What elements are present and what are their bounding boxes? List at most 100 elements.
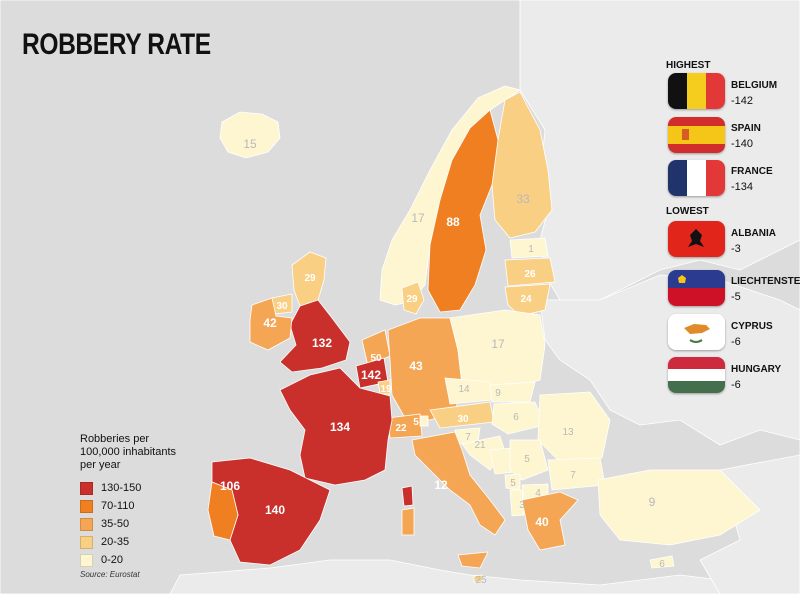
portugal-shape (207, 481, 239, 541)
malta-value: 25 (475, 575, 487, 586)
hungary-flag-icon (668, 357, 725, 393)
latvia-value: 26 (524, 269, 536, 280)
highest-1-value: -142 (731, 95, 754, 107)
czechia-value: 14 (458, 384, 470, 395)
cyprus-flag-icon (668, 314, 725, 350)
highest-heading: HIGHEST (666, 60, 711, 71)
highest-1-name: BELGIUM (731, 80, 778, 91)
lowest-1-value: -3 (731, 243, 741, 255)
legend-swatch (80, 553, 93, 567)
poland-value: 17 (491, 337, 505, 351)
italy-value: 12 (434, 478, 448, 492)
estonia-value: 1 (528, 244, 534, 255)
serbia-value: 5 (524, 454, 530, 465)
legend-swatch (80, 517, 93, 531)
legend-label: 20-35 (101, 536, 130, 548)
cyprus-shape (649, 555, 675, 569)
belgium-value: 142 (361, 368, 381, 382)
legend-label: 35-50 (101, 518, 130, 530)
bulgaria-value: 7 (570, 470, 576, 481)
slovenia-value: 7 (465, 432, 471, 443)
highest-3-value: -134 (731, 181, 754, 193)
scotland-shape (291, 251, 327, 307)
liechtenstein-value: 5 (413, 417, 419, 428)
liechtenstein-flag-icon (668, 270, 725, 306)
lowest-2-value: -5 (731, 291, 741, 303)
poland-shape (449, 309, 546, 389)
legend-title: Robberies per 100,000 inhabitants per ye… (80, 433, 177, 471)
luxembourg-value: 19 (380, 384, 392, 395)
lithuania-shape (504, 283, 551, 317)
england-wales-value: 132 (312, 336, 332, 350)
albania-value: 3 (519, 500, 525, 511)
latvia-shape (504, 257, 556, 287)
france-value: 134 (330, 420, 350, 434)
france-flag-icon (668, 160, 725, 196)
legend-label: 0-20 (101, 554, 124, 566)
legend-swatch (80, 481, 93, 495)
lowest-1-name: ALBANIA (731, 228, 776, 239)
croatia-value: 21 (474, 440, 486, 451)
liechtenstein-shape (419, 415, 429, 427)
finland-value: 33 (516, 192, 530, 206)
legend-item: 130-150 (80, 481, 141, 495)
montenegro-value: 5 (510, 478, 516, 489)
turkey-value: 9 (649, 495, 656, 509)
legend-swatch (80, 535, 93, 549)
legend-label: 130-150 (101, 482, 142, 494)
lowest-3-name: CYPRUS (731, 321, 773, 332)
cyprus-value: 6 (659, 559, 665, 570)
legend-item: 35-50 (80, 517, 129, 531)
north-macedonia-value: 4 (535, 488, 541, 499)
corsica-shape (401, 485, 414, 507)
legend-label: 70-110 (101, 500, 135, 512)
england-wales-shape (279, 299, 351, 373)
legend-swatch (80, 499, 93, 513)
lowest-2-name: LIECHTENSTEIN (731, 276, 800, 287)
norway-value: 17 (411, 211, 425, 225)
greece-shape (521, 491, 579, 551)
highest-2-value: -140 (731, 138, 754, 150)
luxembourg-shape (377, 379, 391, 395)
slovakia-value: 9 (495, 388, 501, 399)
spain-flag-icon (668, 117, 725, 153)
hungary-value: 6 (513, 412, 519, 423)
sicily-shape (457, 551, 489, 569)
portugal-value: 106 (220, 479, 240, 493)
map-title: ROBBERY RATE (22, 28, 211, 61)
albania-flag-icon (668, 221, 725, 257)
netherlands-value: 50 (370, 353, 382, 364)
ireland-value: 42 (263, 316, 277, 330)
serbia-shape (509, 439, 549, 481)
lowest-4-name: HUNGARY (731, 364, 782, 375)
ireland-shape (249, 297, 293, 351)
sweden-value: 88 (446, 215, 460, 229)
finland-shape (491, 91, 553, 239)
sweden-shape (427, 109, 499, 313)
malta-shape (473, 574, 483, 583)
iceland-value: 15 (243, 137, 257, 151)
spain-value: 140 (265, 503, 285, 517)
source-note: Source: Eurostat (80, 570, 140, 579)
scotland-value: 29 (304, 273, 316, 284)
belgium-flag-icon (668, 73, 725, 109)
iceland-shape (219, 111, 281, 159)
turkey-shape (597, 469, 761, 546)
sardinia-shape (401, 507, 415, 536)
germany-shape (387, 317, 463, 421)
bulgaria-shape (547, 457, 606, 491)
romania-value: 13 (562, 427, 574, 438)
highest-3-name: FRANCE (731, 166, 773, 177)
greece-value: 40 (535, 515, 549, 529)
albania-shape (509, 489, 525, 517)
lowest-4-value: -6 (731, 379, 741, 391)
middle-east-land (699, 454, 800, 594)
italy-shape (411, 431, 506, 536)
lithuania-value: 24 (520, 294, 532, 305)
legend-item: 0-20 (80, 553, 123, 567)
germany-value: 43 (409, 359, 423, 373)
russia-land (519, 0, 800, 301)
northern-ireland-value: 30 (276, 301, 288, 312)
